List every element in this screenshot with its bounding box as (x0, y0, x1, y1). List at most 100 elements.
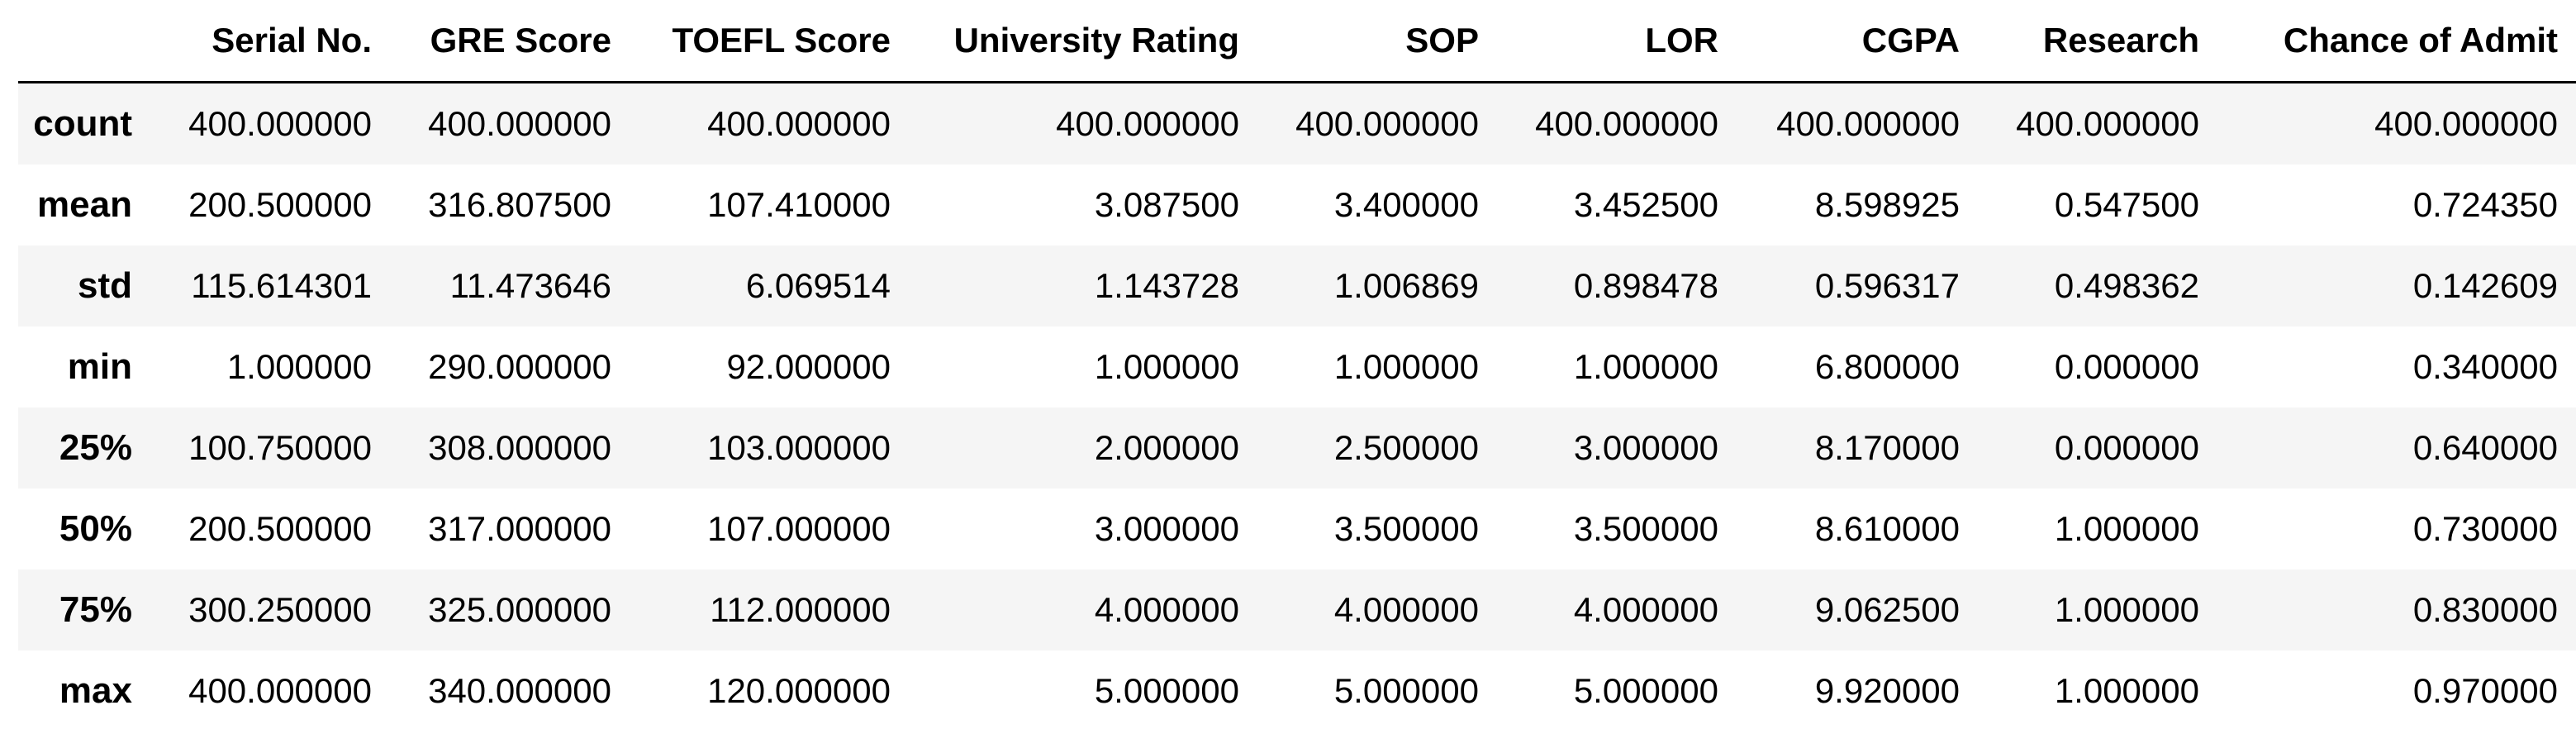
row-label: max (59, 670, 132, 711)
table-cell: 0.142609 (2412, 266, 2558, 305)
row-label: std (78, 265, 132, 306)
table-cell: 300.250000 (188, 590, 372, 629)
table-cell: 0.547500 (2054, 185, 2199, 224)
table-cell: 9.062500 (1814, 590, 1960, 629)
table-cell: 103.000000 (707, 428, 891, 467)
row-label: 25% (59, 427, 132, 468)
table-cell: 400.000000 (1056, 104, 1239, 143)
table-cell: 6.069514 (745, 266, 891, 305)
table-cell: 1.006869 (1333, 266, 1479, 305)
table-cell: 400.000000 (188, 671, 372, 710)
table-cell: 4.000000 (1573, 590, 1718, 629)
table-cell: 0.000000 (2054, 347, 2199, 386)
table-cell: 0.898478 (1573, 266, 1718, 305)
table-cell: 317.000000 (428, 509, 611, 548)
row-label: count (33, 103, 132, 144)
table-cell: 400.000000 (1535, 104, 1718, 143)
table-cell: 1.000000 (1094, 347, 1239, 386)
table-row: 75% 300.250000 325.000000 112.000000 4.0… (18, 570, 2576, 651)
row-label: 50% (59, 508, 132, 549)
index-header (18, 0, 150, 83)
table-cell: 316.807500 (428, 185, 611, 224)
table-cell: 1.143728 (1094, 266, 1239, 305)
table-cell: 107.000000 (707, 509, 891, 548)
table-cell: 6.800000 (1814, 347, 1960, 386)
table-cell: 400.000000 (1776, 104, 1960, 143)
table-cell: 308.000000 (428, 428, 611, 467)
column-header: Chance of Admit (2217, 0, 2576, 83)
table-cell: 400.000000 (707, 104, 891, 143)
column-header: LOR (1497, 0, 1737, 83)
table-cell: 3.500000 (1573, 509, 1718, 548)
column-header: Research (1978, 0, 2217, 83)
table-cell: 400.000000 (428, 104, 611, 143)
table-cell: 120.000000 (707, 671, 891, 710)
table-cell: 5.000000 (1333, 671, 1479, 710)
row-label: min (67, 346, 132, 387)
column-header: Serial No. (150, 0, 390, 83)
table-row: 50% 200.500000 317.000000 107.000000 3.0… (18, 489, 2576, 570)
table-row: max 400.000000 340.000000 120.000000 5.0… (18, 651, 2576, 732)
table-cell: 2.000000 (1094, 428, 1239, 467)
table-cell: 3.087500 (1094, 185, 1239, 224)
column-header: University Rating (909, 0, 1257, 83)
table-cell: 1.000000 (226, 347, 372, 386)
table-row: min 1.000000 290.000000 92.000000 1.0000… (18, 326, 2576, 408)
table-cell: 3.400000 (1333, 185, 1479, 224)
table-cell: 5.000000 (1573, 671, 1718, 710)
table-cell: 0.596317 (1814, 266, 1960, 305)
table-cell: 290.000000 (428, 347, 611, 386)
table-cell: 8.598925 (1814, 185, 1960, 224)
table-cell: 8.170000 (1814, 428, 1960, 467)
row-label: mean (37, 184, 132, 225)
column-header: GRE Score (390, 0, 630, 83)
table-cell: 4.000000 (1094, 590, 1239, 629)
table-cell: 2.500000 (1333, 428, 1479, 467)
table-cell: 400.000000 (188, 104, 372, 143)
table-cell: 400.000000 (2374, 104, 2558, 143)
table-cell: 8.610000 (1814, 509, 1960, 548)
table-cell: 1.000000 (2054, 590, 2199, 629)
column-header: CGPA (1737, 0, 1978, 83)
column-header: SOP (1257, 0, 1497, 83)
table-cell: 200.500000 (188, 185, 372, 224)
table-cell: 325.000000 (428, 590, 611, 629)
table-cell: 4.000000 (1333, 590, 1479, 629)
table-row: mean 200.500000 316.807500 107.410000 3.… (18, 164, 2576, 245)
table-cell: 1.000000 (2054, 509, 2199, 548)
table-cell: 1.000000 (1573, 347, 1718, 386)
table-cell: 115.614301 (191, 266, 372, 305)
table-row: 25% 100.750000 308.000000 103.000000 2.0… (18, 408, 2576, 489)
table-cell: 400.000000 (2016, 104, 2199, 143)
table-cell: 107.410000 (707, 185, 891, 224)
table-cell: 0.340000 (2412, 347, 2558, 386)
describe-table: Serial No. GRE Score TOEFL Score Univers… (18, 0, 2576, 732)
table-cell: 0.724350 (2412, 185, 2558, 224)
table-cell: 400.000000 (1295, 104, 1479, 143)
table-cell: 340.000000 (428, 671, 611, 710)
column-header: TOEFL Score (630, 0, 909, 83)
table-cell: 0.498362 (2054, 266, 2199, 305)
table-cell: 9.920000 (1814, 671, 1960, 710)
table-cell: 3.000000 (1094, 509, 1239, 548)
table-cell: 112.000000 (710, 590, 891, 629)
table-cell: 3.000000 (1573, 428, 1718, 467)
dataframe-output: Serial No. GRE Score TOEFL Score Univers… (18, 0, 2576, 734)
table-cell: 3.500000 (1333, 509, 1479, 548)
table-cell: 0.640000 (2412, 428, 2558, 467)
table-cell: 3.452500 (1573, 185, 1718, 224)
table-cell: 0.730000 (2412, 509, 2558, 548)
table-cell: 92.000000 (726, 347, 891, 386)
table-cell: 200.500000 (188, 509, 372, 548)
table-cell: 0.830000 (2412, 590, 2558, 629)
table-cell: 1.000000 (2054, 671, 2199, 710)
table-cell: 0.000000 (2054, 428, 2199, 467)
row-label: 75% (59, 589, 132, 630)
table-header-row: Serial No. GRE Score TOEFL Score Univers… (18, 0, 2576, 83)
table-row: count 400.000000 400.000000 400.000000 4… (18, 82, 2576, 164)
table-cell: 100.750000 (188, 428, 372, 467)
table-cell: 0.970000 (2412, 671, 2558, 710)
table-cell: 5.000000 (1094, 671, 1239, 710)
table-cell: 1.000000 (1333, 347, 1479, 386)
table-row: std 115.614301 11.473646 6.069514 1.1437… (18, 245, 2576, 326)
